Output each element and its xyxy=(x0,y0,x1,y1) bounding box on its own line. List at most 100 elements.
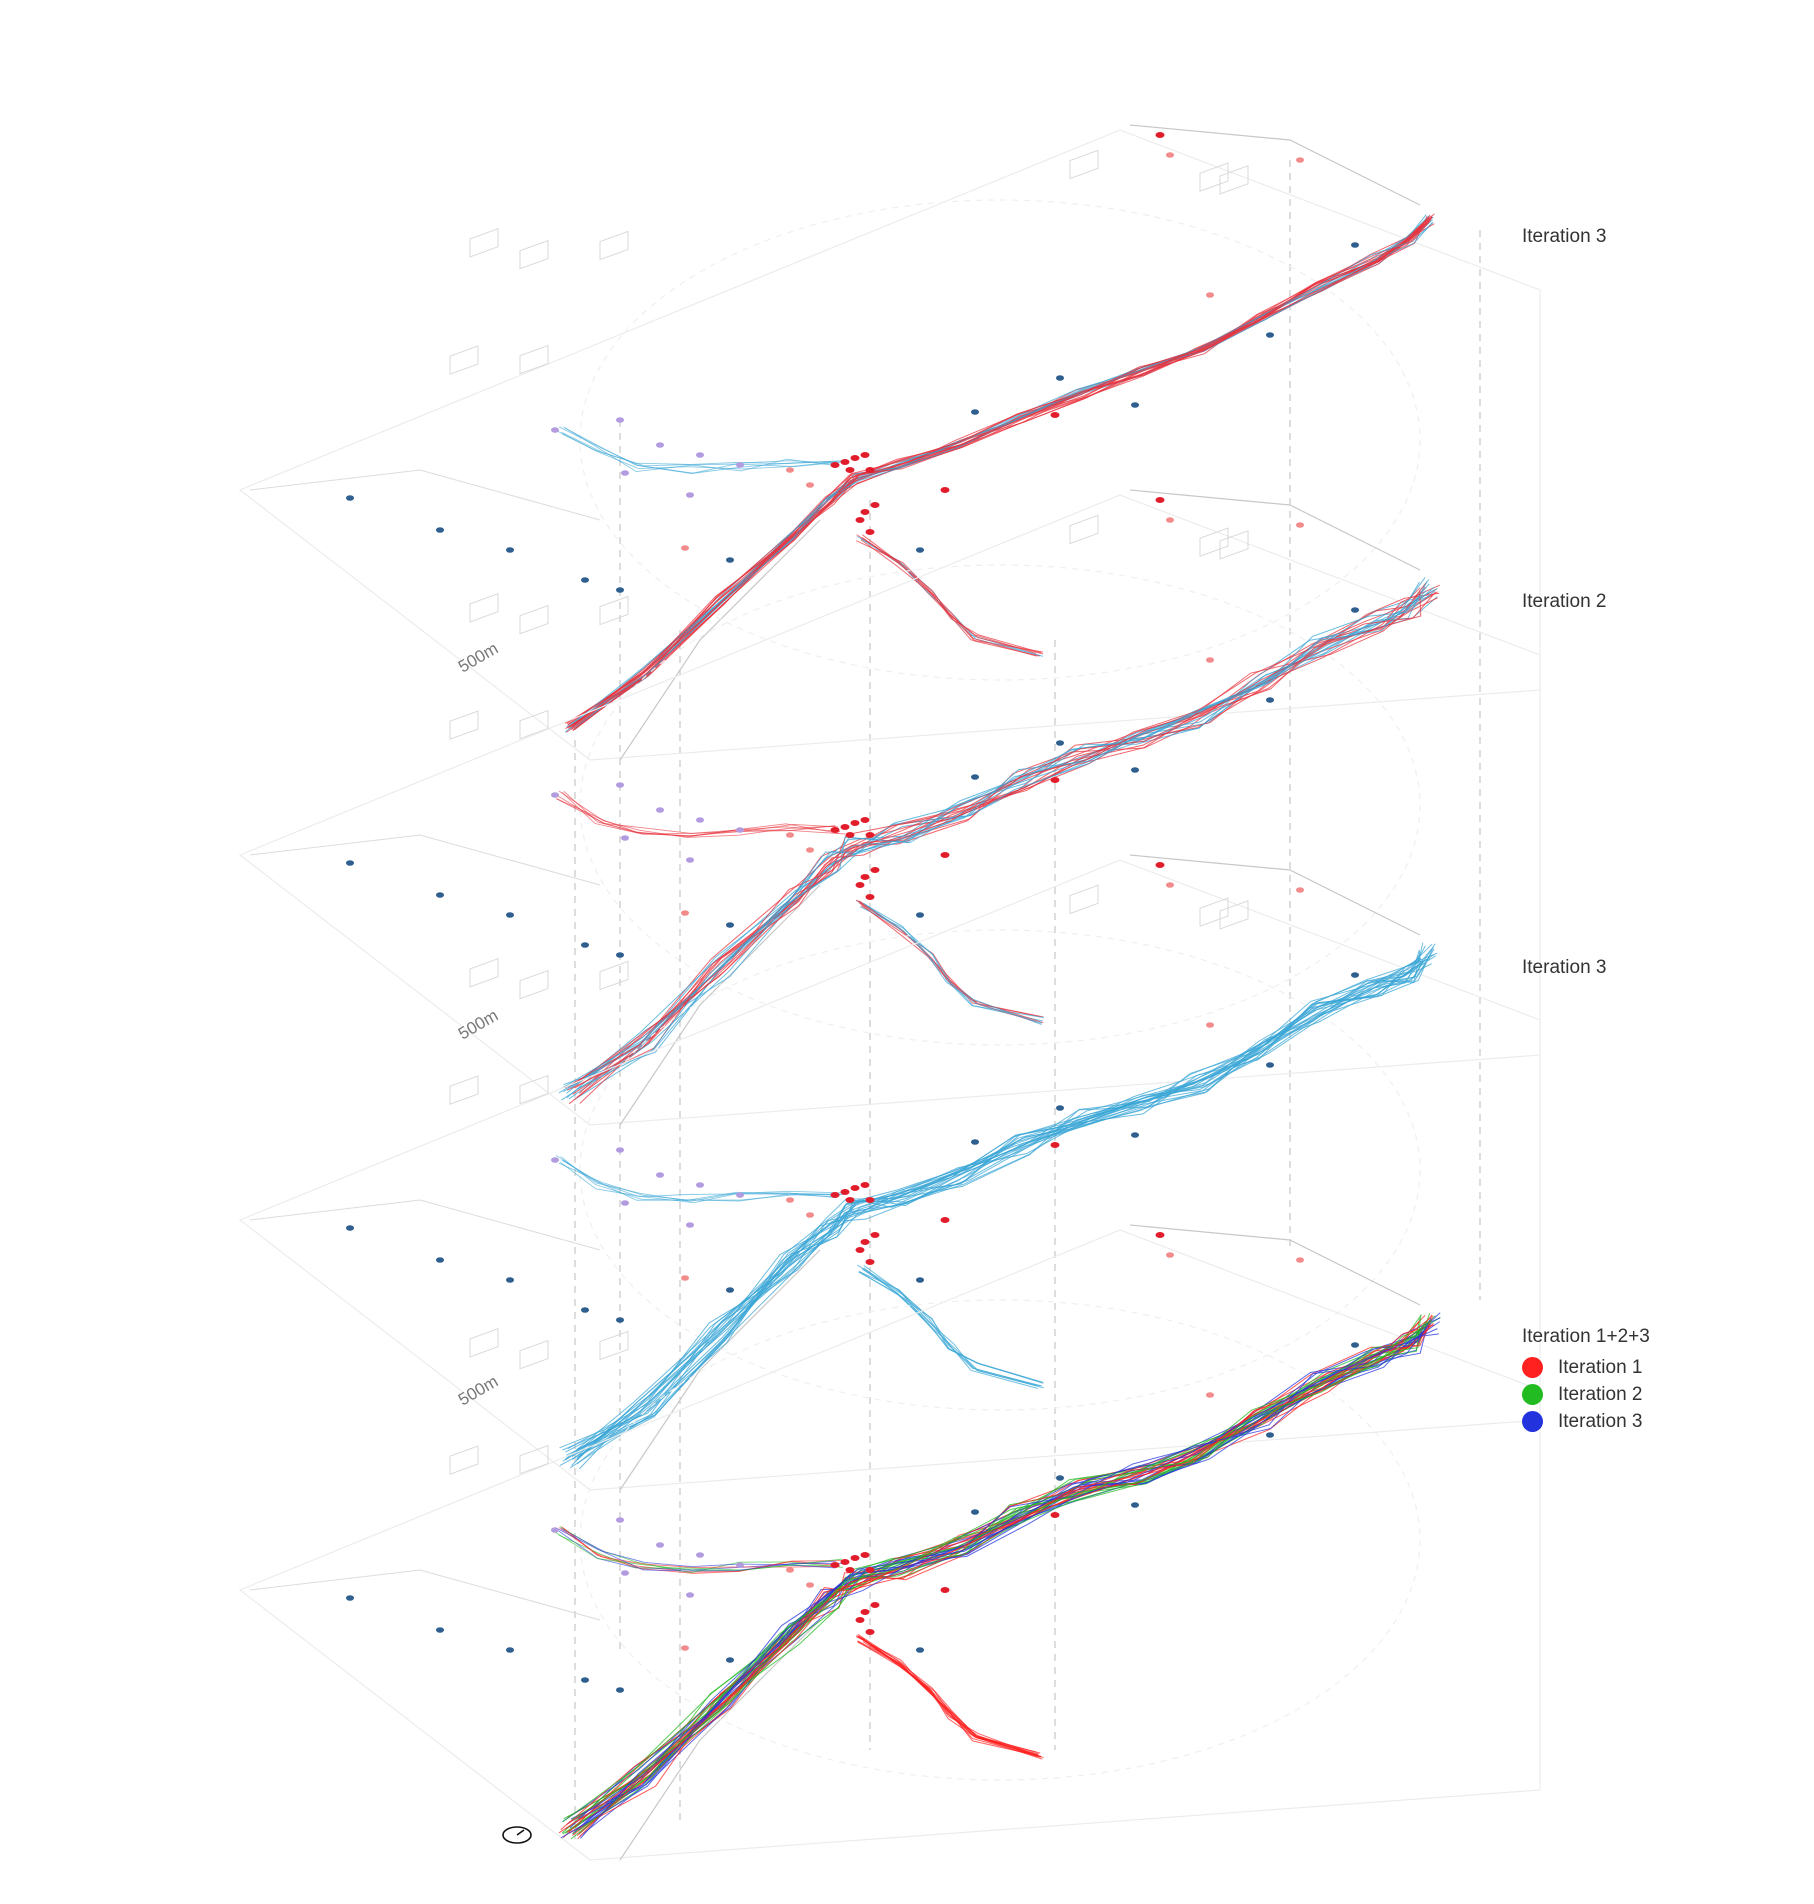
stop-marker-navy xyxy=(916,912,924,918)
stop-marker-pink xyxy=(806,482,814,488)
stop-marker-red xyxy=(865,467,875,473)
stop-marker-red xyxy=(860,1552,870,1558)
legend-swatch-iteration-1 xyxy=(1522,1357,1543,1378)
stop-marker-red xyxy=(840,459,850,465)
building-footprint xyxy=(519,344,549,375)
stop-marker-lilac xyxy=(551,792,559,798)
stop-marker-navy xyxy=(916,1277,924,1283)
trajectory-trace xyxy=(578,1319,1432,1835)
building-footprint xyxy=(519,1339,549,1370)
stop-marker-red xyxy=(940,1217,950,1223)
trajectory-trace-branch xyxy=(859,1271,1037,1387)
stop-marker-red xyxy=(855,1247,865,1253)
stop-marker-red xyxy=(850,1555,860,1561)
radius-circle xyxy=(579,1299,1421,1781)
trajectory-trace xyxy=(570,1314,1422,1840)
context-road xyxy=(249,1199,601,1251)
trajectory-trace xyxy=(570,216,1430,730)
trajectory-trace-upper xyxy=(555,1155,844,1204)
stop-marker-navy xyxy=(916,1647,924,1653)
radius-circle xyxy=(579,564,1421,1046)
building-footprint xyxy=(1199,162,1229,192)
stop-marker-navy xyxy=(726,922,734,928)
context-track xyxy=(1129,124,1421,206)
stop-marker-navy xyxy=(971,1139,979,1145)
radius-circle xyxy=(579,929,1421,1411)
trajectory-trace xyxy=(564,221,1430,724)
building-footprint xyxy=(1199,527,1229,557)
trajectory-trace xyxy=(579,592,1440,1083)
stop-marker-pink xyxy=(1206,1392,1214,1398)
stop-marker-lilac xyxy=(736,1562,744,1568)
layer-group-2 xyxy=(238,149,1541,1126)
stop-marker-red xyxy=(1155,497,1165,503)
stop-marker-red xyxy=(845,1567,855,1573)
stop-marker-pink xyxy=(681,1645,689,1651)
trajectory-trace-upper xyxy=(555,429,837,470)
trajectory-trace-branch xyxy=(855,1636,1042,1758)
stop-marker-navy xyxy=(1351,607,1359,613)
stop-marker-red xyxy=(860,874,870,880)
compass-icon xyxy=(502,1826,532,1844)
stop-marker-navy xyxy=(506,547,514,553)
stop-marker-red xyxy=(865,1567,875,1573)
stop-marker-lilac xyxy=(696,1552,704,1558)
stop-marker-navy xyxy=(726,1657,734,1663)
legend-item-iteration-3: Iteration 3 xyxy=(1522,1408,1650,1435)
context-rail xyxy=(619,519,821,761)
stop-marker-pink xyxy=(681,910,689,916)
stop-marker-pink xyxy=(786,832,794,838)
layer-group-4 xyxy=(238,884,1541,1861)
stop-marker-red xyxy=(940,487,950,493)
legend-item-iteration-2: Iteration 2 xyxy=(1522,1381,1650,1408)
compass-ring xyxy=(502,1826,532,1844)
context-track xyxy=(1129,1224,1421,1306)
stop-marker-red xyxy=(860,1182,870,1188)
building-footprint xyxy=(1199,897,1229,927)
trajectory-trace xyxy=(572,217,1430,731)
stop-marker-navy xyxy=(346,860,354,866)
building-footprint xyxy=(469,228,499,258)
stop-marker-red xyxy=(940,852,950,858)
building-footprint xyxy=(519,969,549,1000)
stop-marker-navy xyxy=(1351,242,1359,248)
trajectory-trace-upper xyxy=(560,1156,841,1201)
stop-marker-red xyxy=(1155,132,1165,138)
trajectory-trace-branch xyxy=(862,534,1044,655)
stop-marker-pink xyxy=(786,1197,794,1203)
stop-marker-navy xyxy=(1266,697,1274,703)
trajectory-trace-branch xyxy=(857,1640,1038,1758)
trajectory-trace xyxy=(571,1330,1422,1821)
trajectory-trace xyxy=(576,962,1427,1465)
building-footprint xyxy=(599,230,629,261)
stop-marker-pink xyxy=(1206,1022,1214,1028)
stop-marker-lilac xyxy=(686,857,694,863)
stop-marker-lilac xyxy=(696,1182,704,1188)
stop-marker-red xyxy=(830,1562,840,1568)
stop-marker-lilac xyxy=(736,462,744,468)
stop-marker-red xyxy=(1050,1142,1060,1148)
stop-marker-navy xyxy=(1266,1062,1274,1068)
building-footprint xyxy=(519,1074,549,1105)
layer-group-3 xyxy=(238,514,1541,1491)
building-footprint xyxy=(449,1075,479,1105)
trajectory-trace-upper xyxy=(563,790,841,837)
building-footprint xyxy=(1219,530,1249,560)
stop-marker-pink xyxy=(681,1275,689,1281)
building-footprint xyxy=(599,595,629,626)
stop-marker-pink xyxy=(786,467,794,473)
context-road xyxy=(249,1569,601,1621)
context-rail xyxy=(619,884,821,1126)
stop-marker-pink xyxy=(1166,1252,1174,1258)
stop-marker-navy xyxy=(436,1627,444,1633)
stop-marker-navy xyxy=(971,1509,979,1515)
stop-marker-pink xyxy=(1296,1257,1304,1263)
trajectory-trace-upper xyxy=(556,795,836,834)
context-rail xyxy=(619,1249,821,1491)
trajectory-trace xyxy=(572,594,1433,1095)
stop-marker-navy xyxy=(581,577,589,583)
trajectory-trace xyxy=(560,1331,1424,1839)
layer-label-1: Iteration 3 xyxy=(1522,226,1607,247)
trajectory-trace-branch xyxy=(860,539,1040,657)
stop-marker-navy xyxy=(1056,375,1064,381)
